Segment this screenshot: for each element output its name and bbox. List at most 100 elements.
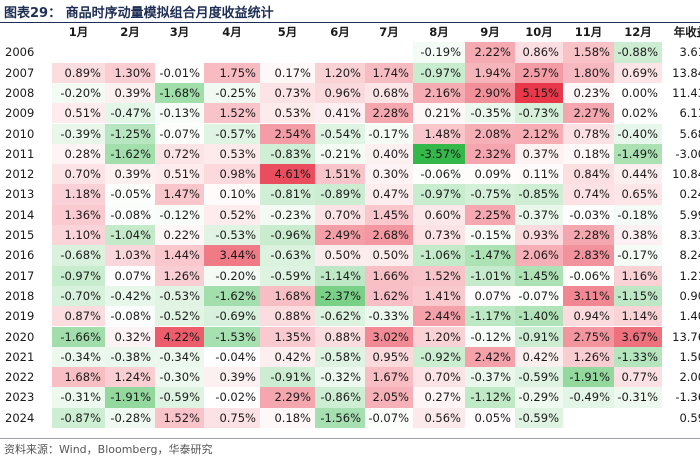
month-return-cell: 2.08% (465, 123, 515, 144)
annual-return-cell: 13.76% (672, 329, 700, 344)
month-return-cell: 0.18% (260, 407, 315, 428)
month-return-cell: -0.31% (52, 387, 105, 408)
month-return-cell: -0.73% (515, 103, 563, 124)
month-return-cell: -0.12% (155, 204, 204, 225)
month-return-cell (563, 407, 614, 428)
year-cell: 2024 (5, 410, 35, 425)
annual-return-cell: 0.59% (679, 410, 700, 425)
month-return-cell: 1.03% (105, 245, 155, 266)
month-return-cell: 0.53% (204, 143, 260, 165)
month-return-cell: 0.10% (204, 184, 260, 205)
month-return-cell: 0.77% (614, 367, 662, 388)
month-return-cell: 0.42% (260, 346, 315, 368)
month-return-cell: -0.23% (260, 204, 315, 225)
month-return-cell: -0.06% (563, 265, 614, 286)
month-return-cell (365, 42, 413, 63)
month-return-cell: -0.04% (204, 346, 260, 368)
month-return-cell: -0.85% (515, 184, 563, 205)
month-return-cell: 0.30% (365, 164, 413, 185)
month-return-cell: -0.17% (365, 123, 413, 144)
annual-return-cell: 8.24% (679, 248, 700, 263)
month-return-cell: 2.54% (260, 123, 315, 144)
table-row: 2009 0.51% -0.47% -0.13% 1.52% 0.53% 0.41% 2.28… (0, 103, 700, 124)
table-row: 2021 -0.34% -0.38% -0.34% -0.04% 0.42% -0.58% 0… (0, 346, 700, 368)
annual-return-cell: 1.21% (679, 268, 700, 283)
year-cell: 2009 (5, 106, 35, 121)
month-return-cell: 1.26% (563, 346, 614, 368)
month-return-cell: 1.75% (204, 62, 260, 83)
annual-return-cell: 8.33% (679, 228, 700, 242)
month-return-cell: -0.06% (413, 164, 465, 185)
month-return-cell: -0.07% (365, 407, 413, 428)
annual-return-cell: -3.00% (675, 146, 700, 161)
month-return-cell: 0.11% (515, 164, 563, 185)
column-header: 9月 (480, 25, 500, 39)
month-return-cell: -0.38% (105, 346, 155, 368)
month-return-cell: 0.07% (105, 265, 155, 286)
month-return-cell: -0.86% (315, 387, 365, 408)
month-return-cell: -1.66% (52, 326, 105, 347)
month-return-cell: 0.96% (315, 82, 365, 104)
month-return-cell: 0.52% (204, 204, 260, 225)
month-return-cell: 0.23% (563, 82, 614, 104)
month-return-cell: 0.21% (413, 103, 465, 124)
table-row: 2015 1.10% -1.04% 0.22% -0.53% -0.96% 2.49% 2.6… (0, 225, 700, 246)
month-return-cell: -0.89% (315, 184, 365, 205)
month-return-cell: 3.67% (614, 326, 662, 347)
month-return-cell: 1.68% (260, 285, 315, 307)
month-return-cell: -1.53% (204, 326, 260, 347)
month-return-cell: 1.30% (105, 62, 155, 83)
month-return-cell: 2.57% (515, 62, 563, 83)
month-return-cell: -0.15% (465, 225, 515, 246)
month-return-cell: -0.37% (465, 367, 515, 388)
annual-return-cell: 5.99% (679, 207, 700, 222)
month-return-cell: -0.32% (315, 367, 365, 388)
month-return-cell: -0.63% (260, 245, 315, 266)
column-header: 4月 (222, 25, 242, 39)
column-header: 7月 (379, 25, 399, 39)
year-cell: 2006 (5, 45, 35, 60)
month-return-cell: 0.94% (563, 306, 614, 327)
month-return-cell: 1.62% (365, 285, 413, 307)
month-return-cell: -1.04% (105, 225, 155, 246)
month-return-cell (52, 42, 105, 63)
month-return-cell: 0.05% (465, 407, 515, 428)
month-return-cell: -0.08% (105, 204, 155, 225)
table-row: 2012 0.70% 0.39% 0.51% 0.98% 4.61% 1.51% 0.30% -… (0, 164, 700, 185)
month-return-cell: -0.34% (52, 346, 105, 368)
month-return-cell: 0.70% (315, 204, 365, 225)
month-return-cell: 0.89% (52, 62, 105, 83)
month-return-cell: 1.51% (315, 164, 365, 185)
month-return-cell: -1.62% (105, 143, 155, 165)
month-return-cell: -0.07% (155, 123, 204, 144)
month-return-cell (105, 42, 155, 63)
month-return-cell: 1.48% (413, 123, 465, 144)
month-return-cell: 1.80% (563, 62, 614, 83)
month-return-cell: -0.92% (413, 346, 465, 368)
column-header: 3月 (169, 25, 190, 39)
month-return-cell: 0.75% (204, 407, 260, 428)
month-return-cell: 0.70% (413, 367, 465, 388)
month-return-cell: 0.42% (515, 346, 563, 368)
month-return-cell: 0.00% (614, 82, 662, 104)
month-return-cell: 0.78% (563, 123, 614, 144)
month-return-cell: 1.74% (365, 62, 413, 83)
month-return-cell: 0.22% (155, 225, 204, 246)
month-return-cell: -0.05% (105, 184, 155, 205)
month-return-cell: 2.06% (515, 245, 563, 266)
month-return-cell: -1.15% (614, 285, 662, 307)
month-return-cell: 0.73% (260, 82, 315, 104)
table-row: 2010 -0.39% -1.25% -0.07% -0.57% 2.54% -0.54% -… (0, 123, 700, 144)
month-return-cell: -1.17% (465, 306, 515, 327)
month-return-cell: -0.12% (465, 326, 515, 347)
month-return-cell: -0.75% (465, 184, 515, 205)
column-header: 6月 (330, 25, 350, 39)
annual-return-cell: 6.11% (679, 106, 700, 121)
month-return-cell: 1.14% (614, 306, 662, 327)
month-return-cell: 0.41% (315, 103, 365, 124)
month-return-cell: 1.52% (413, 265, 465, 286)
month-return-cell: 2.75% (563, 326, 614, 347)
month-return-cell: 2.44% (413, 306, 465, 327)
month-return-cell: -0.97% (52, 265, 105, 286)
month-return-cell: 0.87% (52, 306, 105, 327)
